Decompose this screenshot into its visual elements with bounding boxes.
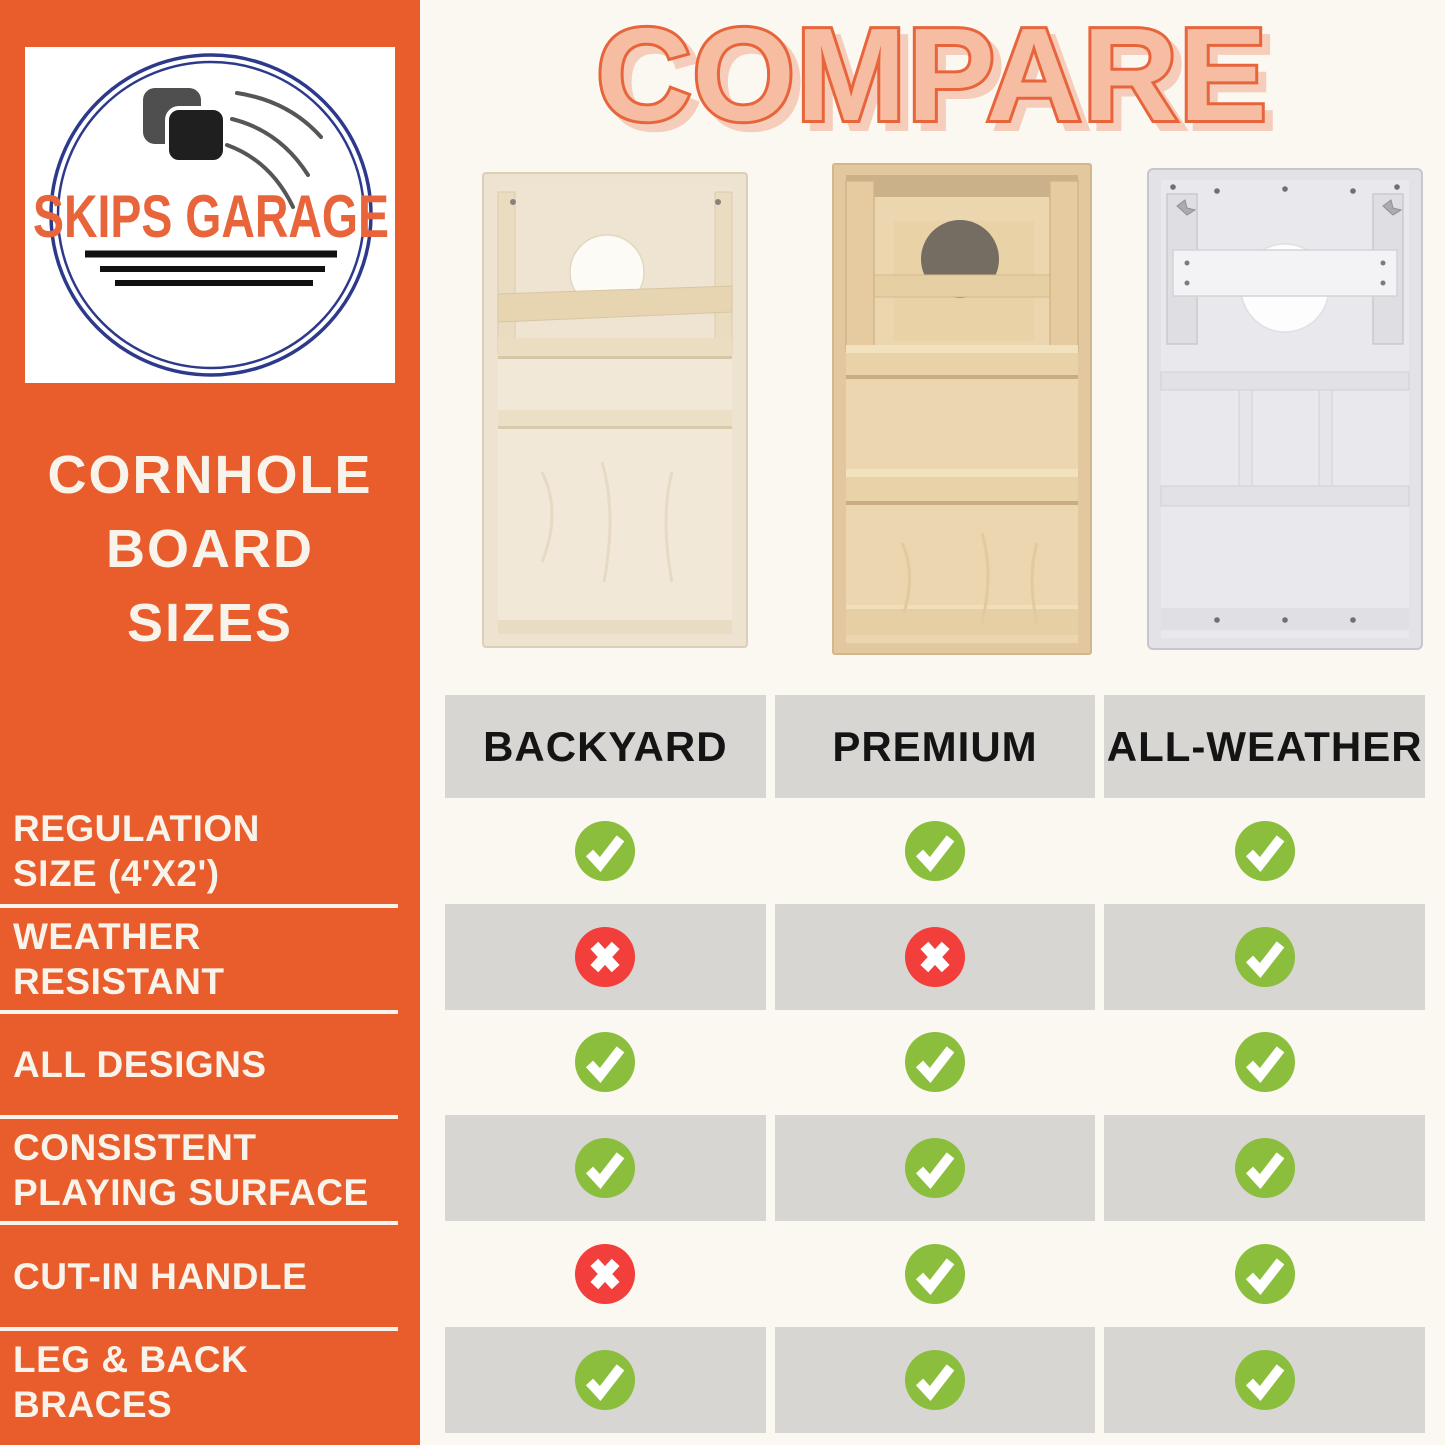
check-icon: [575, 1138, 636, 1199]
logo-underlines: [85, 250, 337, 286]
sidebar-title-line: SIZES: [126, 593, 294, 653]
column-header-all-weather: ALL-WEATHER: [1104, 695, 1425, 798]
check-icon: [1234, 1244, 1295, 1305]
cross-icon: [575, 1244, 636, 1305]
check-icon: [575, 820, 636, 881]
sidebar-title-line: CORNHOLE: [47, 445, 373, 505]
table-cell-check: [1104, 1326, 1425, 1433]
table-cell-check: [774, 1326, 1096, 1433]
feature-label-line: RESISTANT: [13, 960, 225, 1002]
motion-lines-icon: [225, 91, 323, 209]
check-icon: [575, 1349, 636, 1410]
table-cell-check: [445, 1326, 766, 1433]
table-cell-cross: [445, 903, 766, 1010]
page-title: COMPARE COMPARE: [593, 0, 1278, 159]
cross-icon: [904, 926, 966, 987]
table-cell-check: [775, 1221, 1096, 1327]
table-cell-check: [774, 1115, 1096, 1222]
board-photo-premium: [832, 163, 1092, 655]
feature-label: CUT-IN HANDLE: [0, 1221, 398, 1327]
check-icon: [575, 1032, 636, 1093]
check-icon: [904, 1244, 966, 1305]
table-cell-check: [445, 798, 766, 904]
feature-label-line: PLAYING SURFACE: [13, 1172, 369, 1214]
feature-label: WEATHER RESISTANT: [0, 903, 398, 1010]
check-icon: [904, 1138, 966, 1199]
logo-text: SKIPS GARAGE: [33, 183, 389, 250]
table-cell-cross: [774, 903, 1096, 1010]
check-icon: [1234, 1349, 1295, 1410]
bean-bags-icon: [143, 88, 227, 164]
feature-label-line: ALL DESIGNS: [13, 1043, 267, 1085]
logo-inner-ring: [56, 60, 366, 370]
feature-label: CONSISTENT PLAYING SURFACE: [0, 1115, 398, 1221]
feature-label: ALL DESIGNS: [0, 1009, 398, 1116]
table-cell-check: [1104, 1115, 1425, 1222]
feature-label: LEG & BACK BRACES: [0, 1326, 398, 1433]
table-cell-check: [445, 1010, 766, 1116]
table-row: [445, 798, 1425, 904]
table-row: [445, 903, 1425, 1010]
feature-label-line: BRACES: [13, 1383, 173, 1425]
table-body: [445, 798, 1425, 1433]
column-header-label: ALL-WEATHER: [1106, 722, 1423, 770]
cross-icon: [575, 926, 636, 987]
table-row: [445, 1010, 1425, 1116]
table-row: [445, 1115, 1425, 1222]
table-cell-check: [1104, 798, 1425, 904]
feature-label-line: WEATHER: [13, 915, 201, 957]
column-header-label: PREMIUM: [832, 722, 1038, 770]
brand-logo-graphic: SKIPS GARAGE: [33, 53, 389, 377]
check-icon: [904, 1032, 966, 1093]
check-icon: [1234, 1138, 1295, 1199]
feature-label: REGULATION SIZE (4'X2'): [0, 798, 398, 904]
table-cell-check: [1104, 1221, 1425, 1327]
brand-logo: SKIPS GARAGE: [25, 47, 395, 383]
sidebar-title: CORNHOLE BOARD SIZES: [0, 438, 420, 660]
check-icon: [1234, 820, 1295, 881]
comparison-table: BACKYARD PREMIUM ALL-WEATHER: [445, 695, 1425, 1433]
check-icon: [1234, 1032, 1295, 1093]
feature-label-line: CONSISTENT: [13, 1127, 257, 1169]
logo-outer-ring: [49, 53, 373, 377]
feature-label-line: CUT-IN HANDLE: [13, 1255, 308, 1297]
product-photos: [420, 0, 1445, 660]
column-header-premium: PREMIUM: [774, 695, 1096, 798]
check-icon: [904, 1349, 966, 1410]
feature-label-line: REGULATION: [13, 807, 260, 849]
table-header: BACKYARD PREMIUM ALL-WEATHER: [445, 695, 1425, 798]
sidebar-features: REGULATION SIZE (4'X2') WEATHER RESISTANT AL…: [0, 798, 398, 1433]
table-cell-check: [1104, 1010, 1425, 1116]
page-title-text: COMPARE: [596, 1, 1268, 148]
table-cell-check: [445, 1115, 766, 1222]
check-icon: [1234, 926, 1295, 987]
board-photo-backyard: [482, 172, 748, 648]
feature-label-line: SIZE (4'X2'): [13, 852, 220, 894]
main-content: COMPARE COMPARE: [420, 0, 1445, 1445]
table-row: [445, 1326, 1425, 1433]
sidebar: SKIPS GARAGE CORNHOLE BOARD SIZES REGULA…: [0, 0, 420, 1445]
sidebar-title-line: BOARD: [106, 519, 314, 579]
check-icon: [904, 820, 966, 881]
table-cell-check: [775, 798, 1096, 904]
table-cell-cross: [445, 1221, 766, 1327]
column-header-backyard: BACKYARD: [445, 695, 766, 798]
column-header-label: BACKYARD: [483, 722, 728, 770]
table-row: [445, 1221, 1425, 1327]
page-title-shadow-text: COMPARE: [604, 9, 1276, 156]
board-photo-all-weather: [1147, 168, 1423, 650]
feature-label-line: LEG & BACK: [13, 1338, 249, 1380]
table-cell-check: [1104, 903, 1425, 1010]
table-cell-check: [775, 1010, 1096, 1116]
wingnut-hardware: [1176, 199, 1403, 216]
